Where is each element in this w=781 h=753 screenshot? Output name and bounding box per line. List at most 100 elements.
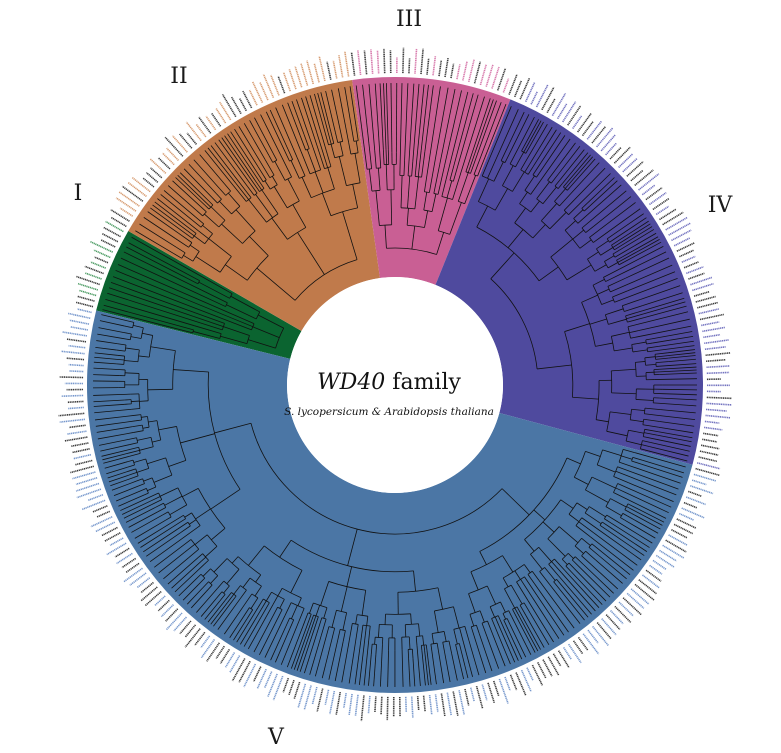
- internal-branch: [133, 430, 144, 433]
- internal-branch: [509, 148, 519, 165]
- leaf-label-mark: [311, 686, 318, 705]
- leaf-branch: [253, 620, 271, 653]
- internal-branch: [142, 488, 147, 491]
- leaf-label-mark: [695, 295, 716, 303]
- leaf-label-mark: [462, 61, 468, 81]
- leaf-branch: [593, 196, 632, 227]
- internal-branch: [521, 146, 525, 152]
- leaf-label-mark: [634, 583, 655, 601]
- internal-branch: [382, 149, 385, 165]
- node-arc: [584, 506, 590, 514]
- internal-branch: [618, 261, 626, 266]
- internal-branch: [532, 224, 546, 239]
- internal-branch: [620, 517, 626, 521]
- node-arc: [255, 311, 261, 320]
- leaf-label-mark: [68, 344, 86, 349]
- internal-branch: [204, 213, 220, 228]
- leaf-label-mark: [577, 636, 589, 651]
- leaf-branch: [650, 441, 690, 452]
- node-arc: [270, 184, 278, 190]
- leaf-branch: [214, 142, 248, 187]
- leaf-branch: [301, 97, 320, 154]
- node-arc: [197, 488, 226, 529]
- internal-branch: [604, 518, 612, 524]
- internal-branch: [133, 475, 139, 479]
- leaf-branch: [453, 93, 474, 167]
- leaf-label-mark: [552, 653, 562, 667]
- leaf-branch: [167, 557, 199, 585]
- internal-branch: [654, 352, 668, 355]
- leaf-label-mark: [586, 120, 603, 140]
- internal-branch: [324, 132, 329, 146]
- node-arc: [430, 642, 438, 645]
- leaf-branch: [102, 309, 168, 327]
- internal-branch: [411, 161, 414, 177]
- leaf-label-mark: [686, 266, 704, 275]
- internal-branch: [577, 214, 588, 224]
- leaf-branch: [647, 450, 688, 462]
- internal-branch: [420, 645, 423, 651]
- internal-branch: [143, 477, 153, 482]
- leaf-label-mark: [676, 518, 697, 529]
- node-arc: [596, 449, 603, 466]
- leaf-branch: [471, 98, 491, 153]
- internal-branch: [144, 492, 149, 496]
- internal-branch: [301, 177, 312, 198]
- leaf-branch: [529, 612, 550, 646]
- internal-branch: [155, 502, 164, 508]
- internal-branch: [247, 186, 255, 196]
- internal-branch: [364, 625, 367, 641]
- leaf-label-mark: [638, 579, 657, 595]
- internal-branch: [568, 513, 580, 522]
- internal-branch: [302, 612, 309, 627]
- leaf-label-mark: [198, 116, 212, 134]
- leaf-label-mark: [123, 567, 143, 583]
- leaf-branch: [659, 397, 697, 401]
- internal-branch: [264, 159, 275, 176]
- leaf-label-mark: [101, 526, 118, 537]
- internal-branch: [504, 149, 512, 163]
- internal-branch: [300, 151, 311, 174]
- leaf-branch: [296, 99, 314, 148]
- internal-branch: [248, 199, 267, 223]
- internal-branch: [547, 538, 566, 557]
- leaf-branch: [368, 84, 376, 151]
- leaf-label-mark: [444, 57, 449, 78]
- leaf-branch: [328, 640, 339, 680]
- node-arc: [502, 185, 513, 192]
- clade-label-II: II: [170, 64, 187, 89]
- node-arc: [210, 568, 219, 576]
- leaf-label-mark: [90, 261, 107, 269]
- internal-branch: [593, 234, 605, 243]
- internal-branch: [478, 178, 490, 202]
- node-arc: [163, 503, 167, 508]
- leaf-label-mark: [348, 693, 353, 716]
- leaf-branch: [101, 314, 126, 321]
- internal-branch: [131, 408, 140, 410]
- node-arc: [190, 539, 200, 550]
- leaf-label-mark: [186, 132, 198, 145]
- leaf-label-mark: [652, 197, 670, 211]
- node-arc: [482, 175, 495, 182]
- internal-branch: [541, 203, 558, 222]
- internal-branch: [177, 521, 189, 530]
- leaf-branch: [172, 180, 201, 207]
- node-arc: [400, 207, 415, 210]
- leaf-branch: [236, 607, 259, 643]
- leaf-branch: [210, 145, 239, 182]
- leaf-branch: [320, 92, 332, 132]
- internal-branch: [184, 543, 195, 553]
- leaf-branch: [218, 139, 251, 185]
- leaf-label-mark: [630, 169, 644, 182]
- internal-branch: [316, 617, 323, 634]
- leaf-branch: [385, 83, 389, 150]
- leaf-branch: [182, 584, 199, 601]
- leaf-label-mark: [75, 301, 94, 308]
- leaf-label-mark: [316, 688, 324, 712]
- internal-branch: [178, 233, 193, 243]
- internal-branch: [407, 175, 411, 209]
- internal-branch: [615, 470, 631, 478]
- node-arc: [334, 155, 344, 159]
- leaf-branch: [625, 226, 653, 244]
